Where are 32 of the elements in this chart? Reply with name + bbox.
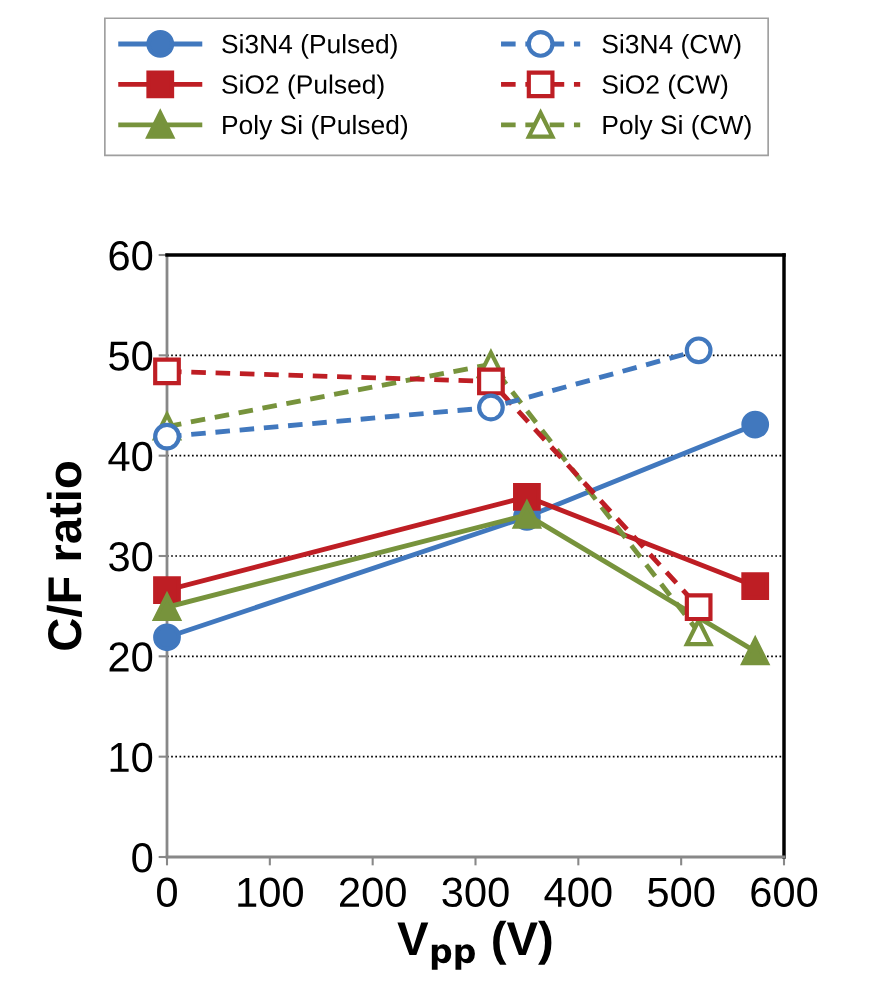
point bbox=[684, 618, 713, 647]
y-tick-label: 40 bbox=[108, 441, 153, 472]
legend-label: SiO2 (CW) bbox=[602, 74, 728, 100]
y-tick-label: 60 bbox=[109, 241, 153, 271]
y-tick-label: 20 bbox=[109, 642, 153, 672]
x-tick-label: 0 bbox=[157, 877, 177, 908]
point bbox=[153, 623, 181, 652]
legend-label: Si3N4 (CW) bbox=[602, 34, 741, 59]
point bbox=[477, 367, 505, 396]
x-tick-label: 600 bbox=[751, 877, 818, 908]
y-tick-label: 50 bbox=[109, 341, 153, 371]
y-tick-label: 0 bbox=[132, 843, 153, 873]
point bbox=[684, 593, 713, 622]
legend-label: Poly Si (CW) bbox=[603, 114, 751, 140]
x-tick-label: 200 bbox=[340, 877, 406, 908]
y-tick-label: 10 bbox=[110, 742, 153, 773]
x-tick-label: 100 bbox=[238, 877, 303, 908]
point bbox=[684, 336, 713, 365]
legend-label: Si3N4 (Pulsed) bbox=[222, 34, 397, 59]
legend-label: SiO2 (Pulsed) bbox=[222, 74, 384, 100]
point bbox=[153, 357, 181, 386]
point bbox=[477, 393, 505, 422]
legend-label: Poly Si (Pulsed) bbox=[223, 114, 408, 140]
x-axis-title: V$_{pp}$ (V) bbox=[397, 920, 552, 970]
point bbox=[741, 572, 770, 600]
point bbox=[741, 410, 770, 439]
y-axis-title: C/F ratio bbox=[46, 462, 82, 650]
y-tick-label: 30 bbox=[109, 542, 153, 572]
x-tick-label: 400 bbox=[544, 877, 612, 908]
x-tick-label: 300 bbox=[442, 877, 509, 908]
point bbox=[153, 422, 181, 451]
x-tick-label: 500 bbox=[648, 877, 715, 908]
